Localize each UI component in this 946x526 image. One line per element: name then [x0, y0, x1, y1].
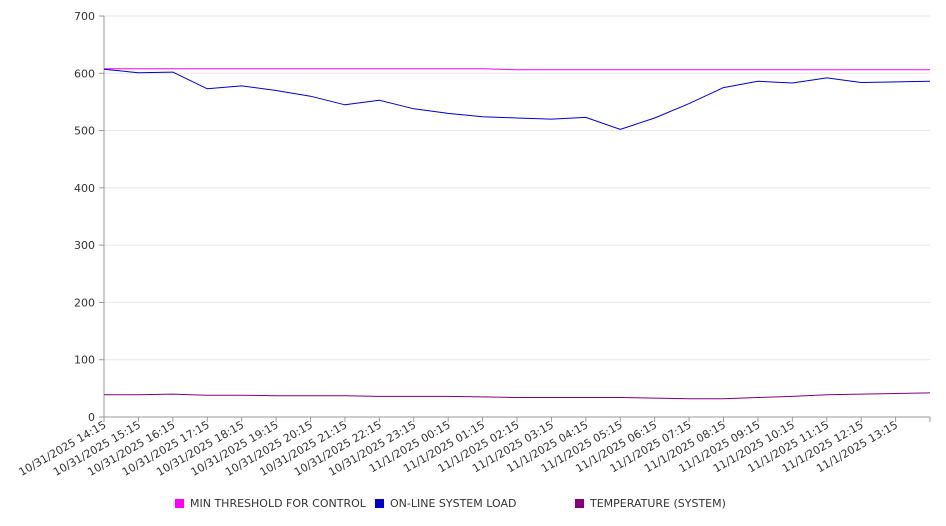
legend-item-temperature: TEMPERATURE (SYSTEM) [575, 497, 726, 510]
legend-label-min-threshold: MIN THRESHOLD FOR CONTROL [190, 497, 366, 510]
y-tick-label-0: 0 [88, 411, 95, 424]
series-line-system-load [103, 68, 931, 130]
grid-lines [104, 15, 930, 361]
y-tick-label-200: 200 [74, 296, 95, 309]
series-line-min-threshold [104, 68, 930, 71]
y-tick-label-600: 600 [74, 67, 95, 80]
y-tick-label-100: 100 [74, 354, 95, 367]
series-lines [103, 68, 931, 400]
series-line-temperature [104, 392, 931, 400]
legend-swatch-system-load [375, 499, 384, 508]
y-tick-label-400: 400 [74, 182, 95, 195]
legend-item-min-threshold: MIN THRESHOLD FOR CONTROL [175, 497, 366, 510]
legend-item-system-load: ON-LINE SYSTEM LOAD [375, 497, 516, 510]
y-tick-label-700: 700 [74, 10, 95, 23]
legend: MIN THRESHOLD FOR CONTROL ON-LINE SYSTEM… [0, 497, 946, 515]
chart-plot: 0 100 200 300 400 500 600 700 10/31/2025 14:151… [17, 10, 931, 479]
y-axis: 0 100 200 300 400 500 600 700 [74, 10, 105, 424]
legend-swatch-temperature [575, 499, 584, 508]
y-tick-label-500: 500 [74, 125, 95, 138]
legend-swatch-min-threshold [175, 499, 184, 508]
legend-label-system-load: ON-LINE SYSTEM LOAD [390, 497, 517, 510]
y-tick-label-300: 300 [74, 239, 95, 252]
legend-label-temperature: TEMPERATURE (SYSTEM) [590, 497, 726, 510]
